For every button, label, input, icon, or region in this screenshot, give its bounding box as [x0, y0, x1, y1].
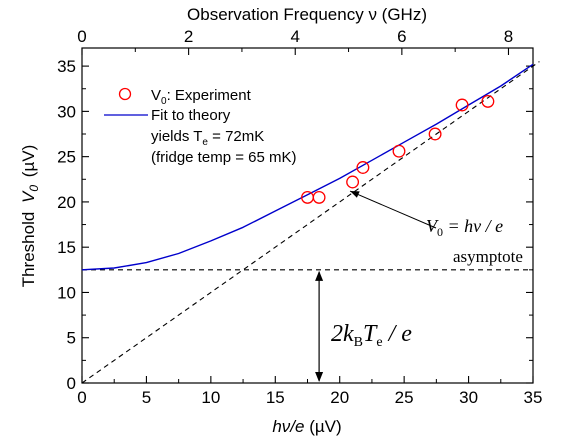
gap-label-tail: / e [383, 321, 413, 347]
top-tick-label: 0 [77, 27, 86, 46]
asymptote-equation-lhs: V [426, 216, 439, 236]
gap-label-coef-sub: B [354, 335, 363, 350]
x-tick-label: 25 [395, 388, 414, 407]
x-axis-title-main: hν/e [272, 417, 304, 436]
x-tick-label: 0 [77, 388, 86, 407]
x-tick-label: 30 [459, 388, 478, 407]
fit-curve-layer [81, 63, 534, 271]
legend: V0: Experiment Fit to theory yields Te =… [104, 87, 296, 166]
y-tick-label: 35 [57, 57, 76, 76]
asymptote-arrow-head [350, 191, 360, 198]
top-tick-label: 4 [291, 27, 300, 46]
asymptote-label: asymptote [453, 247, 523, 266]
legend-entry-temp-main: yields T [151, 128, 202, 145]
legend-entry-temp: yields Te = 72mK [151, 128, 264, 148]
asymptote-equation: V0 = hν / e [426, 216, 503, 239]
y-axis-title-var: V [19, 190, 38, 203]
top-tick-label: 6 [397, 27, 406, 46]
gap-label-var: T [363, 321, 378, 347]
dashed-asymptote-line [81, 61, 540, 384]
gap-label: 2kBTe / e [331, 321, 412, 350]
experiment-point [346, 175, 360, 189]
gap-annotation: 2kBTe / e [315, 270, 412, 382]
asymptote-annotation: V0 = hν / e asymptote [349, 190, 523, 266]
fit-curve [81, 63, 534, 271]
asymptote-lines [81, 61, 540, 384]
experiment-point [428, 127, 442, 141]
gap-label-var-sub: e [376, 335, 382, 350]
legend-marker-experiment [118, 87, 132, 101]
y-tick-label: 20 [57, 193, 76, 212]
gap-arrow-head-bottom [315, 372, 324, 382]
y-axis-title-unit: (µV) [19, 145, 38, 177]
asymptote-equation-rhs: = hν / e [443, 216, 503, 236]
experiment-markers [301, 94, 495, 204]
experiment-point [356, 161, 370, 174]
axis-ticks [81, 48, 534, 384]
x-tick-label: 15 [266, 388, 285, 407]
x-tick-label: 5 [142, 388, 151, 407]
gap-arrow-head-top [315, 270, 324, 281]
top-tick-label: 8 [504, 27, 513, 46]
y-axis-title-sub: 0 [27, 185, 41, 192]
legend-entry-experiment-tail: : Experiment [167, 87, 252, 104]
y-tick-label: 10 [57, 283, 76, 302]
experiment-point [455, 98, 469, 112]
legend-entry-fridge: (fridge temp = 65 mK) [151, 149, 296, 166]
experiment-point [312, 190, 326, 204]
top-axis-title: Observation Frequency ν (GHz) [187, 5, 427, 24]
y-tick-label: 5 [67, 329, 76, 348]
experiment-point [481, 94, 495, 108]
asymptote-arrow-line [349, 190, 437, 229]
y-axis-title-main: Threshold [19, 212, 38, 288]
x-tick-label: 35 [524, 388, 543, 407]
y-axis-title: Threshold V0 (µV) [19, 145, 42, 288]
experiment-point [392, 144, 406, 158]
top-tick-label: 2 [184, 27, 193, 46]
y-tick-label: 15 [57, 238, 76, 257]
legend-entry-temp-sub: e [202, 137, 208, 148]
legend-entry-temp-tail: = 72mK [208, 128, 264, 145]
x-tick-label: 10 [201, 388, 220, 407]
x-tick-label: 20 [330, 388, 349, 407]
y-tick-label: 25 [57, 148, 76, 167]
y-tick-label: 0 [67, 374, 76, 393]
y-tick-label: 30 [57, 102, 76, 121]
legend-entry-experiment-var: V [151, 87, 161, 104]
asymptote-equation-lhs-sub: 0 [437, 225, 443, 239]
legend-entry-experiment: V0: Experiment [151, 87, 252, 107]
x-axis-title-unit: (µV) [309, 417, 341, 436]
x-axis-title: hν/e (µV) [272, 417, 341, 436]
legend-entry-experiment-sub: 0 [161, 96, 167, 107]
legend-entry-fit: Fit to theory [151, 107, 231, 124]
gap-label-coef: 2k [331, 321, 354, 347]
